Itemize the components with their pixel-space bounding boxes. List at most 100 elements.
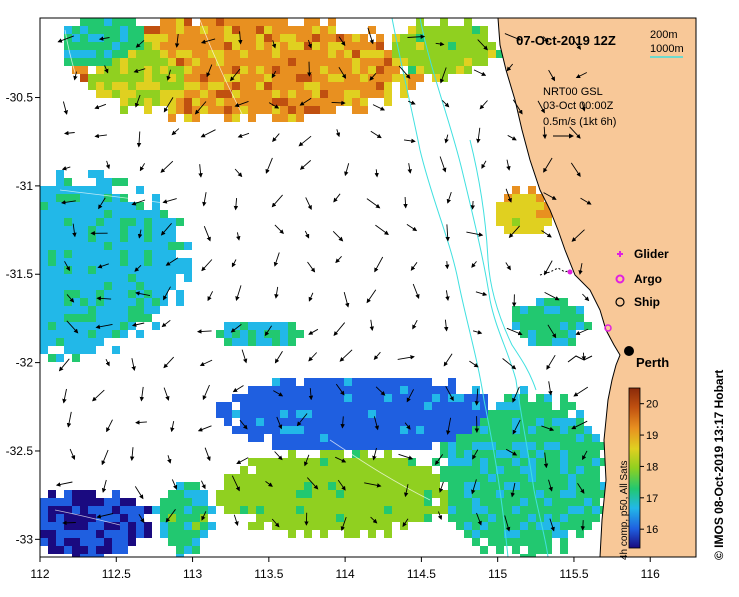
sst-pixel <box>392 386 400 394</box>
sst-pixel <box>328 458 336 466</box>
sst-pixel <box>192 514 200 522</box>
sst-pixel <box>144 234 152 242</box>
sst-pixel <box>304 418 312 426</box>
sst-pixel <box>280 98 288 106</box>
sst-pixel <box>392 58 400 66</box>
sst-pixel <box>160 282 168 290</box>
x-tick-label: 116 <box>641 567 660 581</box>
sst-pixel <box>120 514 128 522</box>
sst-pixel <box>392 506 400 514</box>
sst-pixel <box>472 498 480 506</box>
sst-pixel <box>248 26 256 34</box>
sst-pixel <box>344 442 352 450</box>
sst-pixel <box>168 490 176 498</box>
sst-pixel <box>400 442 408 450</box>
sst-pixel <box>504 394 512 402</box>
sst-pixel <box>344 498 352 506</box>
sst-pixel <box>256 458 264 466</box>
sst-pixel <box>176 98 184 106</box>
current-arrow <box>583 520 584 530</box>
sst-pixel <box>400 386 408 394</box>
sst-pixel <box>120 202 128 210</box>
sst-pixel <box>56 258 64 266</box>
sst-pixel <box>264 410 272 418</box>
sst-pixel <box>272 474 280 482</box>
sst-pixel <box>64 242 72 250</box>
sst-pixel <box>112 178 120 186</box>
sst-pixel <box>152 74 160 82</box>
sst-pixel <box>176 506 184 514</box>
sst-pixel <box>368 458 376 466</box>
sst-pixel <box>176 258 184 266</box>
sst-pixel <box>248 482 256 490</box>
sst-pixel <box>320 106 328 114</box>
sst-pixel <box>112 210 120 218</box>
sst-pixel <box>568 474 576 482</box>
sst-pixel <box>448 434 456 442</box>
sst-pixel <box>336 506 344 514</box>
sst-pixel <box>536 330 544 338</box>
sst-pixel <box>520 474 528 482</box>
sst-pixel <box>560 410 568 418</box>
sst-pixel <box>200 18 208 26</box>
current-info-line1: NRT00 GSL <box>543 86 603 98</box>
sst-pixel <box>312 498 320 506</box>
sst-pixel <box>88 170 96 178</box>
sst-pixel <box>120 250 128 258</box>
sst-pixel <box>520 514 528 522</box>
sst-pixel <box>152 258 160 266</box>
sst-pixel <box>360 434 368 442</box>
sst-pixel <box>328 522 336 530</box>
sst-pixel <box>280 514 288 522</box>
sst-pixel <box>464 450 472 458</box>
sst-pixel <box>72 234 80 242</box>
sst-pixel <box>272 26 280 34</box>
sst-pixel <box>408 42 416 50</box>
sst-pixel <box>368 50 376 58</box>
isobath-200-label: 200m <box>650 29 678 41</box>
sst-pixel <box>280 490 288 498</box>
sst-pixel <box>120 282 128 290</box>
sst-pixel <box>552 314 560 322</box>
sst-pixel <box>96 546 104 554</box>
sst-pixel <box>80 314 88 322</box>
sst-pixel <box>512 218 520 226</box>
sst-pixel <box>528 506 536 514</box>
sst-pixel <box>112 202 120 210</box>
sst-pixel <box>536 418 544 426</box>
sst-pixel <box>176 530 184 538</box>
sst-pixel <box>568 322 576 330</box>
sst-pixel <box>336 50 344 58</box>
sst-pixel <box>88 210 96 218</box>
sst-pixel <box>432 386 440 394</box>
sst-pixel <box>104 282 112 290</box>
sst-pixel <box>136 522 144 530</box>
sst-pixel <box>80 546 88 554</box>
sst-pixel <box>392 498 400 506</box>
sst-pixel <box>104 18 112 26</box>
sst-pixel <box>296 498 304 506</box>
sst-pixel <box>360 410 368 418</box>
sst-pixel <box>296 410 304 418</box>
sst-pixel <box>40 338 48 346</box>
sst-pixel <box>272 402 280 410</box>
sst-pixel <box>528 546 536 554</box>
sst-pixel <box>424 66 432 74</box>
sst-pixel <box>104 242 112 250</box>
sst-pixel <box>592 466 600 474</box>
sst-pixel <box>136 314 144 322</box>
sst-pixel <box>88 186 96 194</box>
sst-pixel <box>488 530 496 538</box>
sst-pixel <box>88 194 96 202</box>
sst-pixel <box>152 34 160 42</box>
sst-pixel <box>368 394 376 402</box>
sst-pixel <box>264 322 272 330</box>
sst-pixel <box>304 58 312 66</box>
sst-pixel <box>472 530 480 538</box>
sst-pixel <box>488 506 496 514</box>
sst-pixel <box>512 322 520 330</box>
sst-pixel <box>368 66 376 74</box>
sst-pixel <box>80 202 88 210</box>
sst-pixel <box>464 482 472 490</box>
sst-pixel <box>560 442 568 450</box>
